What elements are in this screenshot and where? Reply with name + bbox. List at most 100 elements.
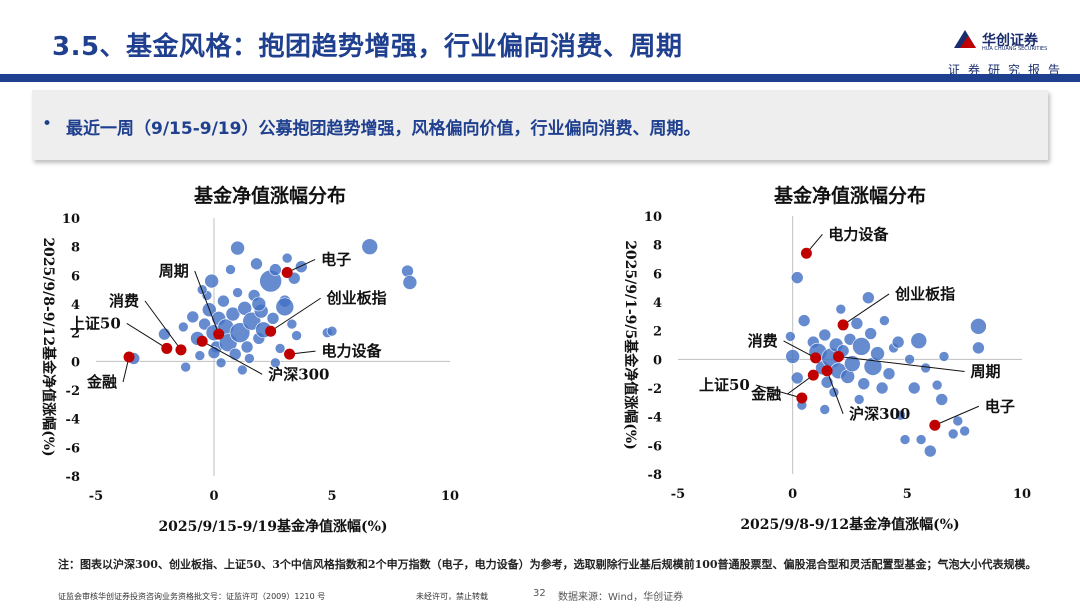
index-marker [810,352,822,364]
fund-bubble [970,318,987,335]
fund-bubble [402,275,418,290]
fund-bubble [240,340,254,354]
y-tick-label: 2 [71,327,80,342]
index-marker [929,419,941,431]
page-title: 3.5、基金风格：抱团趋势增强，行业偏向消费、周期 [52,32,683,62]
index-label: 周期 [159,262,189,280]
index-label: 消费 [109,292,139,310]
y-tick-label: -2 [66,384,80,399]
fund-bubble [274,343,286,354]
y-tick-label: 8 [653,239,662,254]
fund-bubble [180,361,191,373]
footnote: 注：图表以沪深300、创业板指、上证50、3个中信风格指数和2个申万指数（电子，… [58,558,1037,571]
y-tick-label: -8 [66,470,80,485]
fund-bubble [853,394,865,405]
logo-mark-icon [954,30,976,48]
fund-bubble [857,377,871,390]
index-label: 电子 [985,397,1015,415]
y-tick-label: 0 [653,353,662,368]
index-marker [175,344,187,356]
fund-bubble [862,291,875,304]
bubble-layer [785,271,987,458]
fund-bubble [295,260,308,274]
fund-bubble [819,404,831,415]
fund-bubble [291,330,302,341]
index-marker [800,247,812,259]
y-tick-label: -8 [648,468,662,483]
fund-bubble [225,306,241,322]
index-label: 沪深300 [268,365,329,383]
fund-bubble [785,349,800,364]
fund-bubble [882,367,896,380]
fund-bubble [879,315,890,326]
leader-line [126,323,168,349]
x-tick-label: 5 [903,487,912,502]
fund-bubble [228,347,242,361]
chart-title: 基金净值涨幅分布 [193,184,346,207]
leader-line [842,293,890,326]
fund-bubble [217,294,230,308]
brand-logo: 华创证券 HUA CHUANG SECURITIES [952,28,1052,68]
y-tick-label: -4 [66,413,80,428]
header-divider [0,74,1080,82]
fund-bubble [899,434,911,445]
fund-bubble [875,381,889,395]
summary-box: • 最近一周（9/15-9/19）公募抱团趋势增强，风格偏向价值，行业偏向消费、… [32,90,1048,160]
index-label: 消费 [748,332,778,350]
leader-line [838,355,965,372]
summary-bullet: • [42,114,53,134]
fund-bubble [215,357,227,369]
fund-bubble [286,318,298,330]
fund-bubble [818,328,832,342]
y-tick-label: 4 [71,298,80,313]
x-tick-label: 10 [441,489,459,504]
fund-bubble [281,252,293,264]
fund-bubble [835,303,847,315]
index-label: 金融 [86,373,117,391]
fund-bubble [204,273,219,289]
fund-bubble [230,240,245,256]
fund-bubble [947,428,959,440]
y-tick-label: 4 [653,296,662,311]
leader-line [934,405,980,426]
index-label: 创业板指 [894,285,955,303]
x-tick-label: 0 [788,487,797,502]
index-marker [837,319,849,331]
fund-bubble [915,434,927,445]
y-tick-label: 10 [62,212,80,227]
fund-bubble [797,314,811,327]
fund-bubble [229,322,251,343]
fund-bubble [250,257,263,271]
fund-bubble [895,409,906,421]
fund-bubble [790,271,804,284]
fund-bubble [401,264,414,278]
x-axis-label: 2025/9/15-9/19基金净值涨幅(%) [158,518,387,535]
fund-bubble [326,325,338,337]
data-source: 数据来源：Wind，华创证券 [558,592,684,603]
index-marker [265,325,277,337]
index-marker [833,350,845,362]
fund-bubble [207,346,221,360]
fund-bubble [270,357,281,369]
leader-line [201,340,263,375]
fund-bubble [158,327,171,341]
copyright-notice: 未经许可，禁止转载 [416,592,488,601]
fund-bubble [232,287,243,298]
fund-bubble [266,312,280,325]
index-marker [123,351,135,363]
fund-bubble [237,364,248,376]
fund-bubble [186,310,200,324]
index-label: 周期 [971,362,1001,380]
fund-bubble [785,331,796,342]
leader-line [144,300,182,351]
fund-bubble [923,444,937,458]
license-text: 证监会审核华创证券投资咨询业务资格批文号：证监许可（2009）1210 号 [58,592,326,601]
index-label: 电力设备 [322,342,383,360]
leader-line [826,370,844,414]
fund-bubble [870,346,885,361]
index-marker [213,328,225,340]
fund-bubble [910,332,928,349]
y-axis-label: 2025/9/8-9/12基金净值涨幅(%) [40,237,57,456]
fund-bubble [931,379,943,391]
fund-bubble [864,327,877,340]
